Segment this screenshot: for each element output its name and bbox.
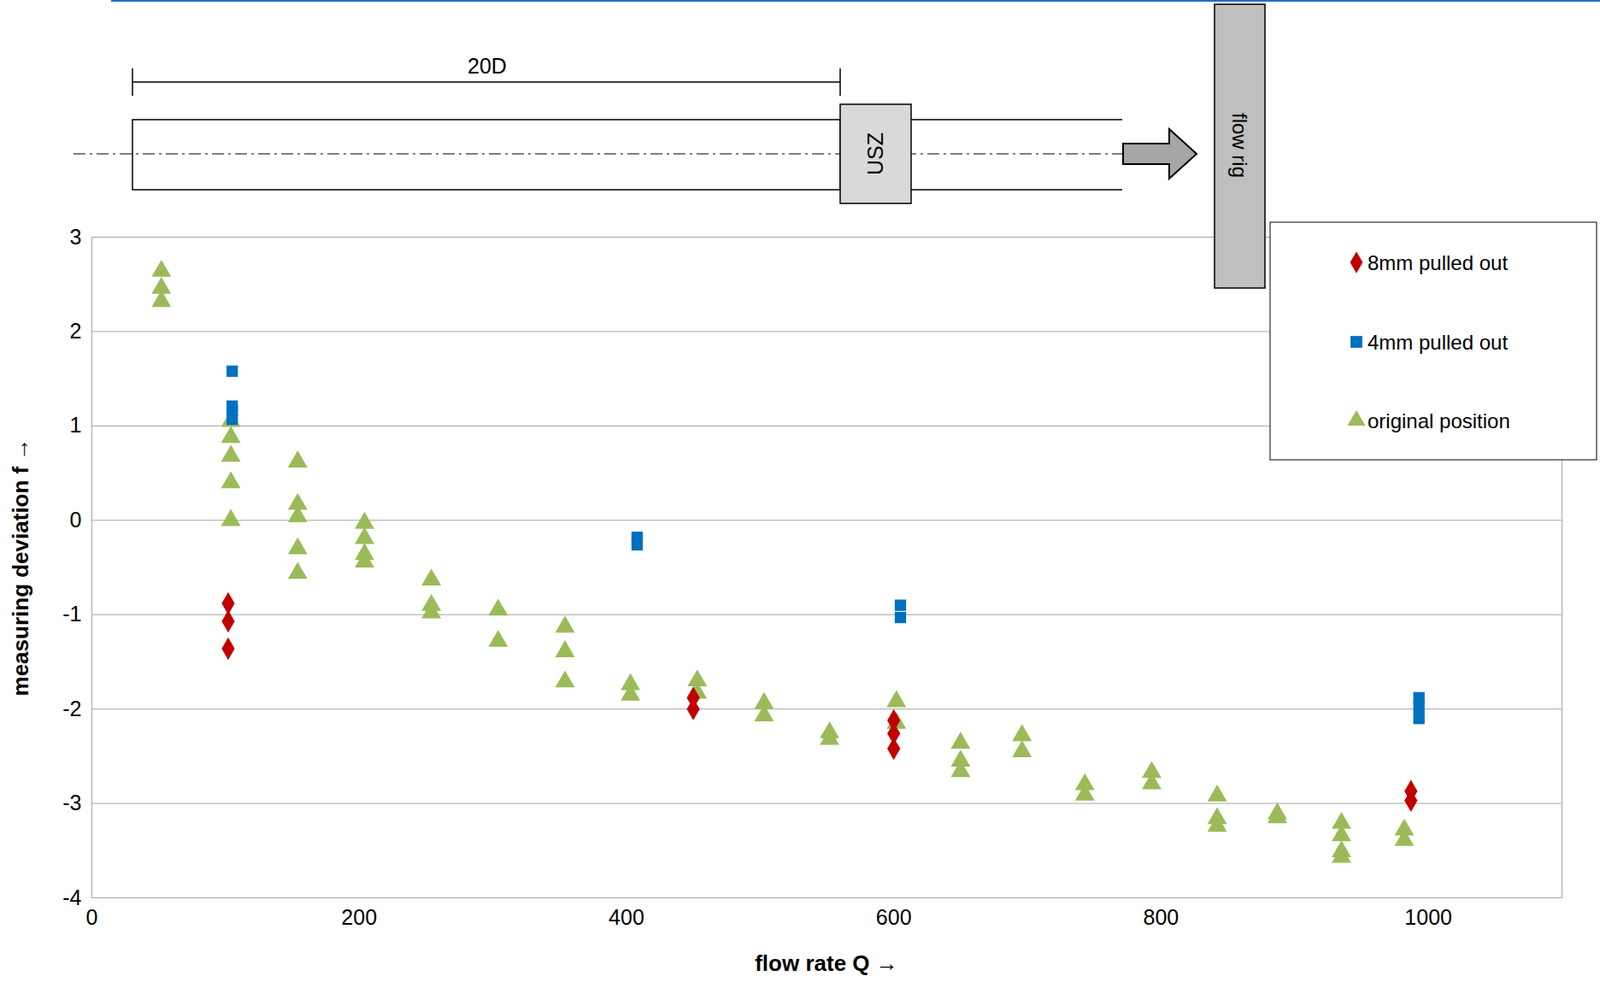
svg-text:800: 800 — [1143, 905, 1180, 930]
svg-text:0: 0 — [86, 905, 99, 930]
svg-text:-3: -3 — [62, 790, 82, 815]
svg-text:1: 1 — [70, 412, 83, 437]
svg-text:3: 3 — [70, 224, 83, 249]
svg-text:flow rate Q →: flow rate Q → — [754, 950, 899, 977]
svg-text:600: 600 — [876, 905, 912, 930]
svg-text:4mm pulled out: 4mm pulled out — [1367, 330, 1508, 354]
svg-text:20D: 20D — [467, 53, 507, 78]
svg-text:1000: 1000 — [1404, 905, 1453, 930]
svg-text:measuring deviation f →: measuring deviation f → — [7, 438, 34, 697]
svg-text:USZ: USZ — [863, 132, 888, 176]
svg-text:200: 200 — [341, 905, 377, 930]
svg-text:400: 400 — [608, 905, 645, 930]
svg-text:-4: -4 — [62, 885, 82, 910]
svg-text:8mm pulled out: 8mm pulled out — [1367, 251, 1508, 275]
svg-text:0: 0 — [70, 507, 83, 532]
svg-text:original position: original position — [1367, 409, 1511, 433]
svg-text:-2: -2 — [62, 696, 82, 721]
svg-text:flow rig: flow rig — [1228, 112, 1252, 178]
svg-text:-1: -1 — [62, 601, 82, 626]
svg-text:2: 2 — [70, 318, 83, 343]
